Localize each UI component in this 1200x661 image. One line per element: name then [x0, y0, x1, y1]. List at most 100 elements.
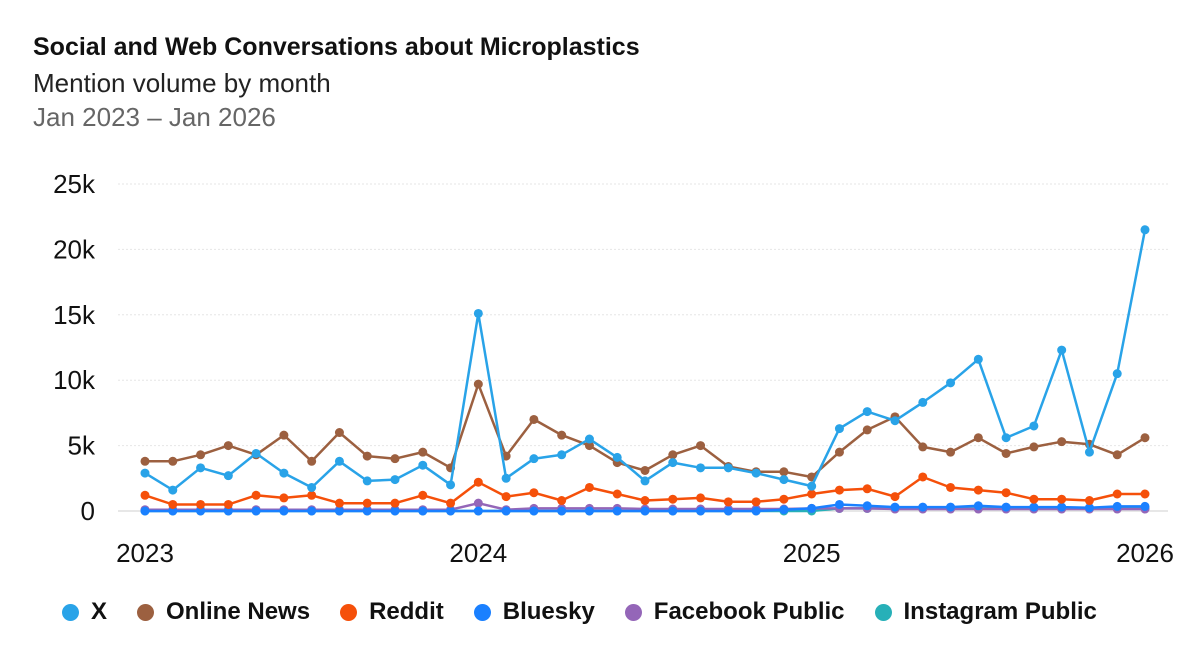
data-point	[168, 506, 178, 516]
data-point	[1001, 502, 1011, 512]
data-point	[1112, 450, 1122, 460]
data-point	[279, 506, 289, 516]
data-point	[1112, 489, 1122, 499]
x-tick-label: 2026	[1116, 538, 1174, 568]
series-line	[144, 229, 1147, 492]
data-point	[168, 499, 178, 509]
data-point	[418, 490, 428, 500]
y-tick-label: 0	[81, 496, 95, 526]
y-axis-ticks: 0 5k 10k 15k 20k 25k	[53, 169, 96, 526]
data-point	[668, 506, 678, 516]
legend-marker-icon	[473, 603, 491, 621]
data-point	[1084, 496, 1094, 506]
data-point	[723, 497, 733, 507]
data-point	[751, 497, 761, 507]
data-point	[1029, 442, 1039, 452]
chart-title: Social and Web Conversations about Micro…	[33, 33, 640, 61]
data-point	[446, 498, 456, 508]
data-point	[862, 501, 872, 511]
data-point	[390, 454, 400, 464]
series-bluesky	[140, 499, 1150, 516]
data-point	[251, 506, 261, 516]
series-line	[145, 382, 1146, 479]
legend-item: Facebook Public	[624, 598, 845, 626]
data-point	[1001, 448, 1011, 458]
data-point	[418, 506, 428, 516]
gridlines	[118, 183, 1168, 512]
data-point	[779, 494, 789, 504]
x-tick-label: 2025	[783, 538, 841, 568]
data-point	[390, 498, 400, 508]
data-point	[890, 492, 900, 502]
data-point	[501, 506, 511, 516]
data-point	[307, 506, 317, 516]
data-point	[973, 485, 983, 495]
data-point	[807, 489, 817, 499]
data-point	[668, 458, 678, 468]
data-point	[807, 481, 817, 491]
data-point	[140, 468, 150, 478]
data-point	[140, 506, 150, 516]
line-chart: 0 5k 10k 15k 20k 25k 2023 2024 2025 2026	[53, 169, 1174, 568]
data-point	[501, 492, 511, 502]
data-point	[196, 450, 206, 460]
data-point	[362, 451, 372, 461]
data-point	[918, 442, 928, 452]
data-point	[723, 463, 733, 473]
data-point	[1029, 494, 1039, 504]
legend-label: Reddit	[369, 598, 444, 625]
legend-label: Facebook Public	[653, 598, 845, 625]
data-point	[251, 490, 261, 500]
data-point	[612, 489, 622, 499]
chart-legend: X Online News Reddit Bluesky Facebook Public…	[62, 598, 1127, 626]
data-point	[529, 454, 539, 464]
y-tick-label: 15k	[53, 300, 96, 330]
data-point	[584, 434, 594, 444]
series-reddit	[140, 472, 1150, 509]
series-online-news	[140, 379, 1150, 482]
data-point	[973, 501, 983, 511]
data-point	[529, 506, 539, 516]
data-point	[640, 476, 650, 486]
legend-marker-icon	[62, 603, 79, 621]
data-point	[779, 475, 789, 485]
data-point	[196, 506, 206, 516]
data-point	[612, 452, 622, 462]
data-point	[696, 441, 706, 451]
data-point	[1057, 494, 1067, 504]
data-point	[696, 506, 706, 516]
data-point	[1001, 488, 1011, 498]
data-point	[1057, 345, 1067, 355]
data-point	[946, 482, 956, 492]
y-tick-label: 25k	[53, 169, 96, 199]
data-point	[612, 506, 622, 516]
x-tick-label: 2023	[116, 538, 174, 568]
data-point	[307, 482, 317, 492]
legend-marker-icon	[340, 603, 358, 621]
data-point	[307, 456, 317, 466]
data-point	[279, 493, 289, 503]
data-point	[1084, 447, 1094, 457]
data-point	[946, 378, 956, 388]
data-point	[473, 379, 483, 389]
data-point	[946, 502, 956, 512]
legend-marker-icon	[624, 603, 642, 621]
data-point	[973, 354, 983, 364]
data-point	[834, 424, 844, 434]
legend-label: X	[91, 598, 108, 625]
data-point	[584, 441, 594, 451]
legend-label: Online News	[166, 598, 311, 625]
data-point	[862, 484, 872, 494]
data-point	[640, 465, 650, 475]
data-point	[362, 476, 372, 486]
legend-item: Bluesky	[473, 598, 595, 626]
data-point	[362, 506, 372, 516]
data-point	[446, 480, 456, 490]
data-point	[834, 447, 844, 457]
data-point	[973, 433, 983, 443]
data-point	[668, 450, 678, 460]
data-point	[584, 482, 594, 492]
data-point	[140, 490, 150, 500]
x-tick-label: 2024	[449, 538, 507, 568]
data-point	[918, 502, 928, 512]
